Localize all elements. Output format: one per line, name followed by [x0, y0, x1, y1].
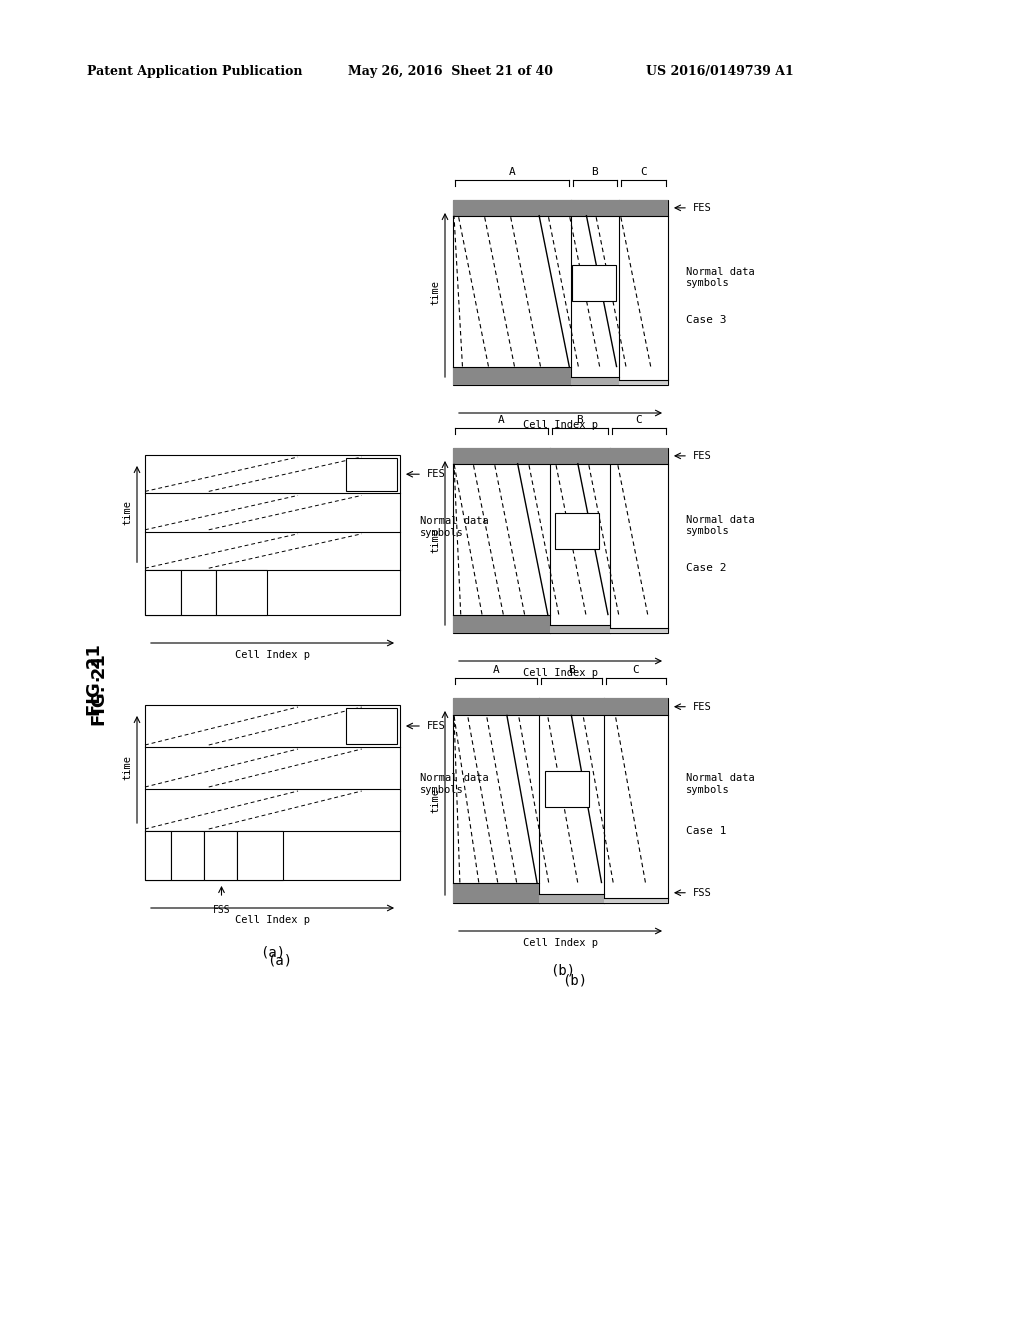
Text: time: time [122, 755, 132, 780]
Bar [237, 832, 283, 880]
Bar [539, 894, 603, 903]
Text: Case 3: Case 3 [686, 315, 726, 325]
Text: C: C [633, 665, 639, 675]
Text: time: time [122, 500, 132, 525]
Text: (a): (a) [267, 953, 293, 968]
Bar [145, 455, 400, 615]
Text: FES: FES [427, 721, 445, 731]
Bar [545, 771, 589, 807]
Text: time: time [430, 788, 440, 813]
Bar [145, 570, 180, 615]
Text: Case 2: Case 2 [686, 564, 726, 573]
Bar [453, 447, 668, 463]
Text: B: B [592, 168, 598, 177]
Bar [610, 628, 668, 634]
Bar [204, 832, 237, 880]
Bar [346, 708, 397, 743]
Text: A: A [498, 414, 505, 425]
Text: FES: FES [693, 451, 712, 461]
Text: Type: Type [231, 581, 253, 590]
Text: Patent Application Publication: Patent Application Publication [87, 66, 303, 78]
Text: May 26, 2016  Sheet 21 of 40: May 26, 2016 Sheet 21 of 40 [347, 66, 553, 78]
Bar [180, 570, 216, 615]
Text: Type: Type [360, 715, 382, 723]
Text: US 2016/0149739 A1: US 2016/0149739 A1 [646, 66, 794, 78]
Text: DPs: DPs [252, 862, 268, 871]
Text: PLS: PLS [150, 851, 166, 861]
Text: DPs: DPs [364, 477, 380, 486]
Text: (a): (a) [260, 945, 286, 960]
Bar [453, 201, 668, 215]
Bar [453, 883, 539, 903]
Bar [603, 898, 668, 903]
Text: Normal data
symbols: Normal data symbols [686, 774, 755, 795]
Bar [618, 380, 668, 385]
Text: Cell Index p: Cell Index p [523, 939, 598, 948]
Bar [216, 570, 267, 615]
Text: FSS: FSS [213, 906, 230, 915]
Text: FIG. 21: FIG. 21 [91, 655, 109, 726]
Text: (b): (b) [562, 973, 588, 987]
Bar [171, 832, 204, 880]
Text: Normal data
symbols: Normal data symbols [420, 774, 488, 795]
Text: DPs: DPs [559, 792, 575, 801]
Bar [180, 570, 216, 615]
Text: Type: Type [360, 463, 382, 473]
Text: FIC: FIC [190, 589, 207, 597]
Bar [453, 698, 668, 903]
Text: Type: Type [249, 843, 270, 853]
Bar [145, 832, 171, 880]
Text: Cell Index p: Cell Index p [234, 649, 310, 660]
Text: time: time [430, 528, 440, 553]
Text: Cell Index p: Cell Index p [234, 915, 310, 925]
Text: DPs: DPs [364, 729, 380, 738]
Bar [453, 615, 550, 634]
Bar [453, 447, 668, 634]
Bar [453, 367, 571, 385]
Text: FIG. 21: FIG. 21 [86, 644, 104, 715]
Bar [572, 265, 616, 301]
Text: Normal data
symbols: Normal data symbols [686, 515, 755, 536]
Text: Type2: Type2 [563, 520, 590, 529]
Text: Normal data
symbols: Normal data symbols [420, 516, 488, 537]
Text: B: B [568, 665, 574, 675]
Text: FES: FES [693, 702, 712, 711]
Bar [346, 458, 397, 491]
Text: DPs: DPs [586, 286, 602, 296]
Text: DPs: DPs [568, 535, 585, 544]
Bar [145, 705, 400, 880]
Text: A: A [493, 665, 500, 675]
Text: FSS: FSS [693, 888, 712, 898]
Bar [453, 201, 668, 385]
Text: EAC: EAC [155, 589, 171, 597]
Text: B: B [577, 414, 584, 425]
Bar [550, 624, 610, 634]
Text: FES: FES [693, 203, 712, 213]
Text: A: A [509, 168, 515, 177]
Text: (b): (b) [551, 964, 575, 977]
Text: Cell Index p: Cell Index p [523, 420, 598, 430]
Bar [571, 376, 618, 385]
Text: Normal data
symbols: Normal data symbols [686, 267, 755, 289]
Text: Type2: Type2 [581, 272, 607, 281]
Text: Case 1: Case 1 [686, 826, 726, 837]
Text: Type2: Type2 [554, 777, 581, 787]
Bar [453, 698, 668, 715]
Text: DPs: DPs [233, 598, 250, 607]
Text: C: C [636, 414, 642, 425]
Text: FIC: FIC [212, 851, 228, 861]
Bar [555, 513, 599, 549]
Text: C: C [640, 168, 646, 177]
Text: EAC: EAC [179, 851, 196, 861]
Text: time: time [430, 280, 440, 305]
Bar [204, 832, 237, 880]
Text: Cell Index p: Cell Index p [523, 668, 598, 678]
Text: FES: FES [427, 469, 445, 479]
